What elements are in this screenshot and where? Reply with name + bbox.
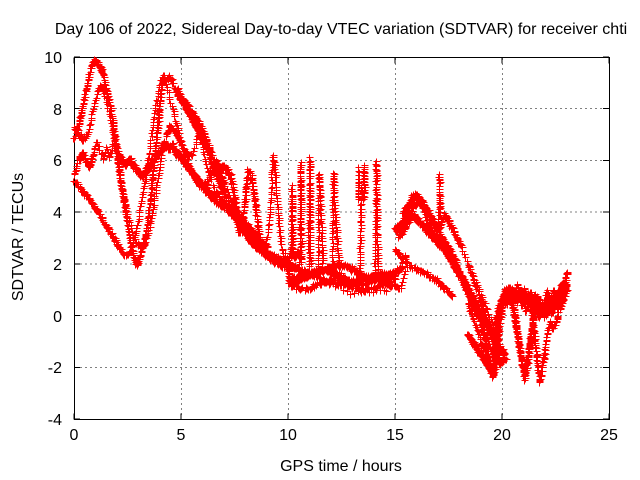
svg-text:15: 15 xyxy=(386,427,404,444)
svg-text:10: 10 xyxy=(279,427,297,444)
svg-text:-4: -4 xyxy=(48,412,62,429)
svg-text:2: 2 xyxy=(53,257,62,274)
svg-text:-2: -2 xyxy=(48,360,62,377)
svg-text:Day 106 of 2022, Sidereal Day-: Day 106 of 2022, Sidereal Day-to-day VTE… xyxy=(55,21,627,38)
svg-text:5: 5 xyxy=(177,427,186,444)
svg-text:4: 4 xyxy=(53,205,62,222)
svg-text:20: 20 xyxy=(493,427,511,444)
svg-text:SDTVAR / TECUs: SDTVAR / TECUs xyxy=(10,173,27,301)
svg-text:6: 6 xyxy=(53,153,62,170)
svg-text:10: 10 xyxy=(44,50,62,67)
svg-text:25: 25 xyxy=(600,427,618,444)
svg-text:0: 0 xyxy=(70,427,79,444)
svg-text:GPS time / hours: GPS time / hours xyxy=(280,458,402,475)
svg-text:0: 0 xyxy=(53,309,62,326)
svg-text:8: 8 xyxy=(53,102,62,119)
